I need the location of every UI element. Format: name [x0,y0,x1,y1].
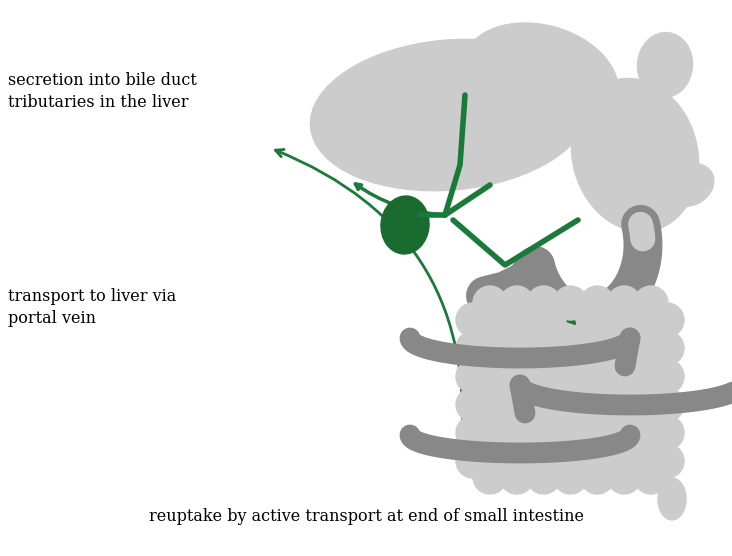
Circle shape [580,286,614,320]
Circle shape [607,286,641,320]
Circle shape [580,460,614,494]
Ellipse shape [638,33,692,97]
Circle shape [456,359,490,394]
Circle shape [634,286,668,320]
Text: secretion into bile duct
tributaries in the liver: secretion into bile duct tributaries in … [8,72,197,111]
Circle shape [650,359,684,394]
Ellipse shape [321,96,460,183]
Circle shape [526,460,561,494]
Circle shape [456,416,490,450]
Ellipse shape [666,163,714,206]
Ellipse shape [381,196,429,254]
FancyBboxPatch shape [483,313,658,468]
Circle shape [650,444,684,478]
Circle shape [456,331,490,365]
Circle shape [456,388,490,421]
Text: reuptake by active transport at end of small intestine: reuptake by active transport at end of s… [149,508,583,525]
Circle shape [553,286,588,320]
Circle shape [650,303,684,337]
Text: transport to liver via
portal vein: transport to liver via portal vein [8,288,176,327]
Ellipse shape [461,23,619,137]
Circle shape [607,460,641,494]
Ellipse shape [658,478,686,520]
Circle shape [500,460,534,494]
Circle shape [650,388,684,421]
Ellipse shape [572,78,698,232]
Circle shape [456,303,490,337]
Circle shape [456,444,490,478]
Circle shape [553,460,588,494]
Circle shape [650,331,684,365]
Ellipse shape [430,100,490,150]
Circle shape [650,416,684,450]
Circle shape [473,460,507,494]
Circle shape [526,286,561,320]
Circle shape [634,460,668,494]
Circle shape [500,286,534,320]
Ellipse shape [310,39,589,191]
Circle shape [473,286,507,320]
